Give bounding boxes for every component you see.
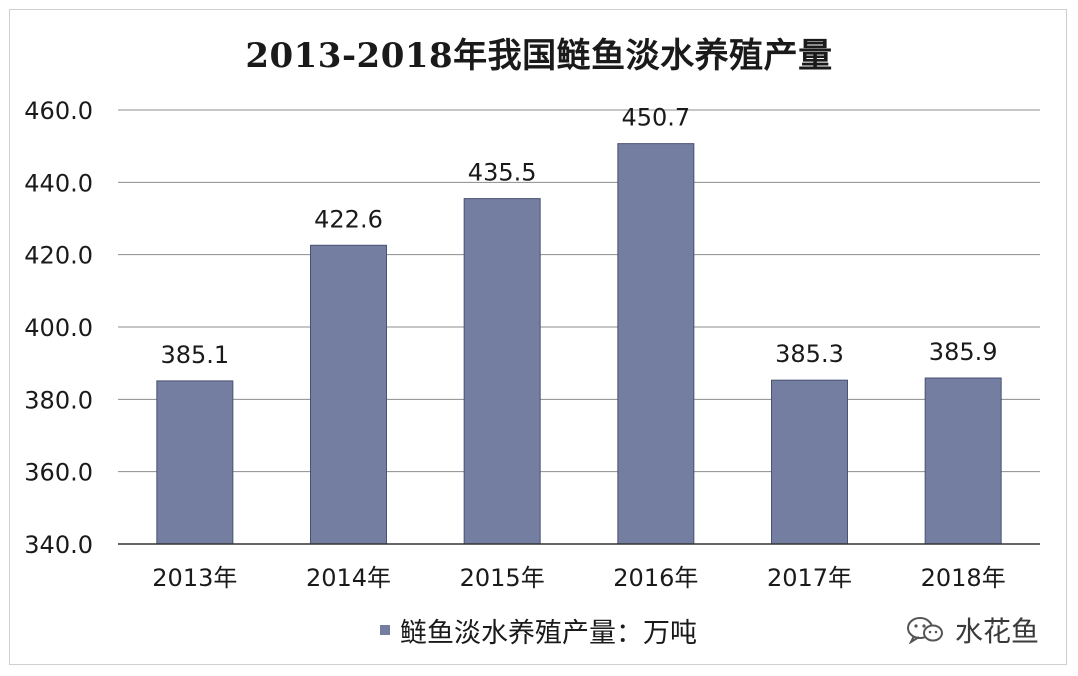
data-label: 385.1: [160, 341, 229, 369]
bars: [156, 143, 1002, 545]
data-label: 450.7: [621, 104, 690, 132]
data-label: 385.9: [929, 338, 998, 366]
y-tick-label: 400.0: [24, 314, 93, 342]
chart-title: 2013-2018年我国鲢鱼淡水养殖产量: [245, 36, 833, 76]
wechat-icon: [907, 617, 943, 644]
bar: [310, 244, 387, 545]
data-labels: 385.1 422.6 435.5 450.7 385.3 385.9: [160, 104, 997, 369]
x-tick-label: 2014年: [306, 564, 391, 592]
watermark: 水花鱼: [905, 612, 1039, 648]
y-tick-label: 440.0: [24, 169, 93, 197]
y-tick-label: 420.0: [24, 242, 93, 270]
x-tick-label: 2015年: [460, 564, 545, 592]
watermark-text: 水花鱼: [955, 615, 1040, 648]
y-tick-label: 460.0: [24, 97, 93, 125]
y-tick-label: 380.0: [24, 386, 93, 414]
x-tick-label: 2017年: [767, 564, 852, 592]
x-tick-label: 2018年: [921, 564, 1006, 592]
data-label: 435.5: [468, 159, 537, 187]
bar: [617, 143, 695, 545]
data-label: 422.6: [314, 205, 383, 233]
y-tick-label: 340.0: [24, 531, 93, 559]
axes: 340.0 360.0 380.0 400.0 420.0 440.0 460.0 2013年…: [24, 97, 1040, 592]
bar: [771, 379, 848, 545]
x-tick-label: 2013年: [152, 564, 237, 592]
bar: [463, 198, 541, 545]
gridlines: [118, 109, 1040, 473]
legend-swatch: [380, 625, 390, 635]
data-label: 385.3: [775, 340, 844, 368]
y-tick-label: 360.0: [24, 459, 93, 487]
legend: 鲢鱼淡水养殖产量：万吨: [380, 612, 697, 649]
legend-label: 鲢鱼淡水养殖产量：万吨: [400, 617, 697, 649]
x-tick-label: 2016年: [613, 564, 698, 592]
bar: [924, 377, 1002, 545]
bar: [156, 380, 234, 545]
